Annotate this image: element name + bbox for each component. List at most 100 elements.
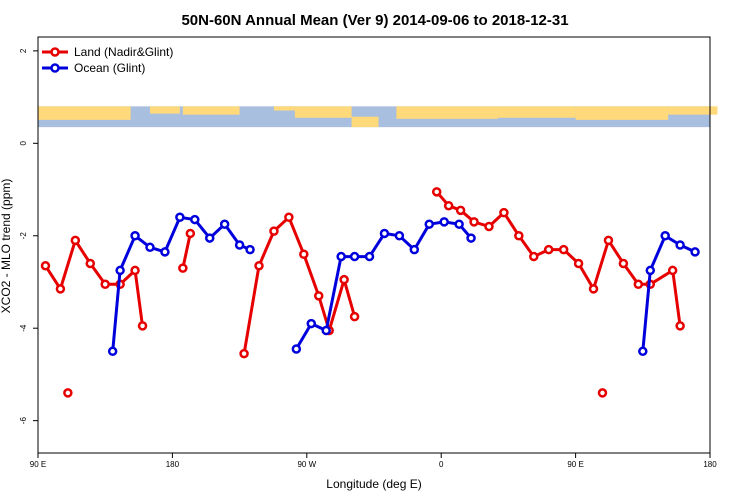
data-point (439, 217, 449, 227)
data-point (269, 226, 279, 236)
data-point (107, 346, 118, 357)
map-land (38, 106, 131, 120)
y-tick-label: -6 (19, 417, 28, 425)
data-point (690, 247, 700, 257)
data-point (130, 231, 140, 241)
data-point (660, 231, 670, 241)
data-point (137, 321, 148, 331)
x-tick-label: 90 E (567, 460, 583, 469)
legend-label: Ocean (Glint) (74, 61, 145, 75)
data-point (543, 244, 554, 255)
x-tick-label: 180 (703, 460, 717, 469)
data-point (349, 251, 360, 262)
y-tick-label: -4 (19, 324, 28, 332)
y-tick-label: -2 (19, 232, 28, 240)
data-point (204, 233, 215, 243)
y-axis-label: XCO2 - MLO trend (ppm) (0, 179, 13, 314)
data-point (603, 235, 614, 246)
data-point (115, 265, 125, 276)
data-point (618, 258, 629, 269)
data-point (85, 258, 96, 269)
map-land (497, 106, 576, 118)
data-point (339, 274, 349, 285)
data-point (245, 244, 255, 255)
data-point (299, 249, 309, 259)
data-point (321, 325, 331, 336)
series-line (435, 190, 682, 327)
map-land (294, 106, 352, 118)
y-tick-label: 0 (19, 141, 28, 146)
data-point (190, 214, 200, 225)
x-tick-label: 0 (439, 460, 444, 469)
y-axis: 2 0 -2 -4 -6 (19, 48, 38, 424)
data-point (100, 279, 110, 290)
map-land (351, 116, 379, 128)
legend: Land (Nadir&Glint) Ocean (Glint) (42, 45, 173, 75)
data-point (675, 240, 685, 250)
data-point (424, 219, 435, 229)
map-land (575, 106, 669, 120)
data-point (499, 207, 509, 218)
chart-title: 50N-60N Annual Mean (Ver 9) 2014-09-06 t… (181, 12, 568, 29)
data-point (409, 244, 420, 255)
legend-marker (50, 63, 60, 73)
data-point (529, 251, 539, 262)
data-point (291, 344, 302, 354)
map-land (182, 106, 240, 115)
data-point (633, 279, 644, 290)
series-line (242, 215, 357, 354)
data-point (284, 212, 294, 223)
data-point (667, 265, 678, 276)
data-point (454, 219, 464, 229)
data-point (573, 258, 584, 269)
data-point (379, 228, 390, 239)
data-point (70, 235, 81, 246)
data-point (443, 200, 454, 211)
data-point (638, 346, 648, 357)
series-line (181, 233, 192, 269)
data-point (588, 284, 599, 294)
data-point (349, 311, 360, 322)
x-tick-label: 180 (166, 460, 180, 469)
data-point (364, 251, 375, 262)
data-point (466, 233, 476, 243)
data-point (160, 247, 170, 257)
data-point (455, 205, 466, 216)
plot-frame (37, 36, 711, 454)
series-land (40, 187, 685, 398)
map-land (396, 106, 498, 119)
series-ocean (107, 212, 700, 357)
data-point (675, 321, 685, 331)
map-land (150, 106, 180, 114)
legend-marker (50, 47, 60, 57)
data-point (175, 212, 185, 223)
map-land (668, 106, 718, 115)
series-layer (40, 187, 700, 398)
x-axis-label: Longitude (deg E) (326, 477, 421, 491)
x-axis: 90 E 180 90 W 0 90 E 180 (30, 453, 717, 469)
x-tick-label: 90 W (297, 460, 316, 469)
map-strip (38, 106, 718, 128)
data-point (130, 265, 140, 276)
data-point (484, 221, 494, 232)
data-point (469, 217, 479, 227)
data-point (145, 242, 155, 253)
data-point (55, 284, 66, 294)
data-point (597, 388, 608, 398)
data-point (254, 261, 264, 271)
data-point (219, 219, 230, 229)
x-tick-label: 90 E (30, 460, 46, 469)
data-point (645, 265, 656, 276)
data-point (63, 388, 73, 398)
data-point (514, 231, 524, 241)
data-point (336, 251, 346, 262)
data-point (40, 261, 51, 271)
data-point (185, 228, 196, 239)
data-point (234, 240, 245, 250)
legend-label: Land (Nadir&Glint) (74, 45, 173, 59)
data-point (239, 348, 249, 359)
y-tick-label: 2 (19, 48, 28, 53)
map-land (273, 106, 295, 111)
data-point (306, 318, 317, 329)
